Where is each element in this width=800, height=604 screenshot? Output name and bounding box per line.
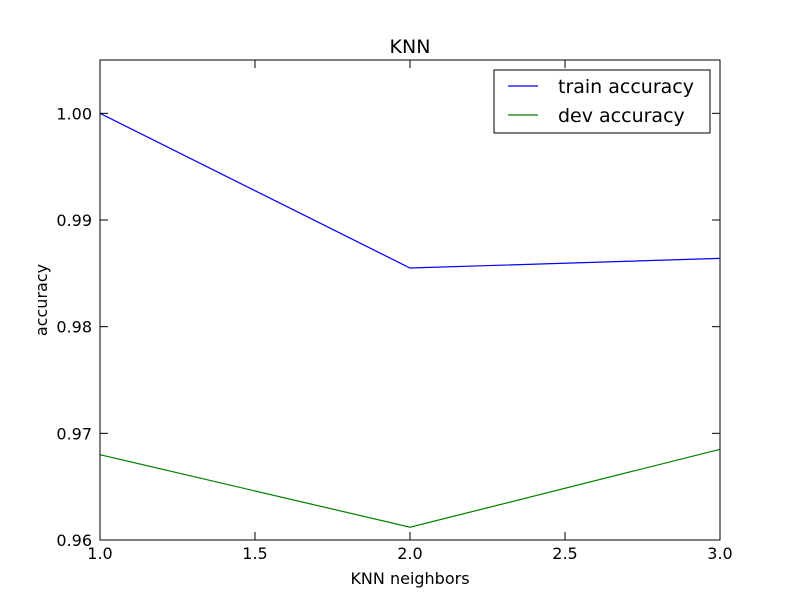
legend-label-train-accuracy: train accuracy <box>558 76 694 98</box>
chart-title: KNN <box>390 36 431 58</box>
y-tick-label: 0.96 <box>56 531 92 550</box>
x-tick-label: 1.0 <box>87 544 112 563</box>
y-axis-label: accuracy <box>32 264 51 336</box>
x-tick-label: 2.0 <box>397 544 422 563</box>
x-tick-label: 3.0 <box>707 544 732 563</box>
x-tick-label: 2.5 <box>552 544 577 563</box>
legend-box <box>493 69 711 134</box>
y-tick-label: 1.00 <box>56 104 92 123</box>
plot-frame <box>99 59 721 541</box>
ticks-layer: 1.0 1.5 2.0 2.5 3.0 0.96 0.97 0.98 0.99 1.00 <box>56 60 733 563</box>
y-tick-label: 0.99 <box>56 211 92 230</box>
series-line-dev-accuracy <box>99 448 721 528</box>
x-axis-label: KNN neighbors <box>350 569 469 588</box>
x-tick-label: 1.5 <box>242 544 267 563</box>
legend: train accuracy dev accuracy <box>493 69 711 134</box>
y-tick-label: 0.98 <box>56 318 92 337</box>
series-layer <box>99 112 721 528</box>
legend-label-dev-accuracy: dev accuracy <box>558 105 685 127</box>
y-tick-label: 0.97 <box>56 424 92 443</box>
series-line-train-accuracy <box>99 112 721 269</box>
